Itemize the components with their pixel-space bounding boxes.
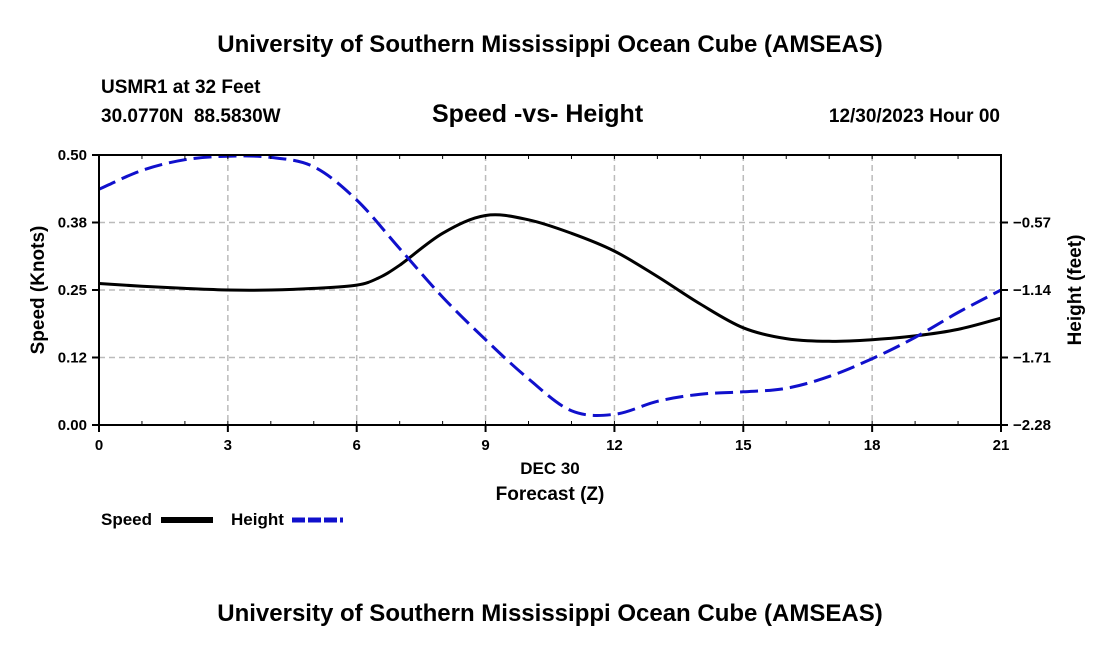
y-tick-label: 0.00 (58, 417, 87, 434)
legend-height-label: Height (231, 510, 284, 529)
legend-speed-label: Speed (101, 510, 153, 529)
x-tick-label: 12 (606, 437, 623, 454)
x-tick-label: 18 (864, 437, 881, 454)
y-tick-label: 0.12 (58, 350, 87, 367)
top-title: University of Southern Mississippi Ocean… (217, 31, 883, 58)
y2-tick-label: −1.14 (1013, 282, 1052, 299)
y2-tick-label: −0.57 (1013, 215, 1051, 232)
y2-axis-title: Height (feet) (1065, 235, 1086, 346)
x-tick-label: 9 (481, 437, 489, 454)
x-tick-label: 15 (735, 437, 752, 454)
bottom-title: University of Southern Mississippi Ocean… (217, 600, 883, 627)
x-tick-label: 3 (224, 437, 232, 454)
x-tick-label: 0 (95, 437, 103, 454)
speed-series-line (98, 213, 1002, 343)
datetime-label: 12/30/2023 Hour 00 (828, 106, 1000, 127)
y-axis-title: Speed (Knots) (28, 226, 49, 355)
x-axis-title: Forecast (Z) (496, 484, 605, 505)
y2-tick-label: −1.71 (1013, 350, 1051, 367)
coordinates-label: 30.0770N 88.5830W (101, 106, 281, 127)
chart-subtitle: Speed -vs- Height (432, 100, 644, 128)
y2-tick-label: −2.28 (1013, 417, 1051, 434)
y-tick-label: 0.50 (58, 147, 87, 164)
x-tick-label: 21 (993, 437, 1010, 454)
station-label: USMR1 at 32 Feet (101, 77, 261, 98)
height-series-line (98, 154, 1002, 417)
y-tick-label: 0.25 (58, 282, 87, 299)
x-tick-label: 6 (353, 437, 361, 454)
x-axis-date: DEC 30 (520, 459, 580, 478)
y-tick-label: 0.38 (58, 215, 87, 232)
